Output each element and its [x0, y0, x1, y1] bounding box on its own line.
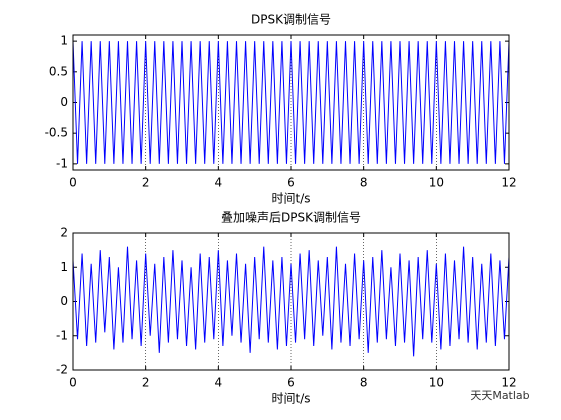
chart-title: 叠加噪声后DPSK调制信号 — [221, 211, 361, 225]
y-tick-label: -1 — [56, 328, 68, 342]
y-tick-label: 0.5 — [49, 64, 68, 78]
x-tick-label: 6 — [287, 376, 295, 390]
axes-box — [72, 34, 510, 171]
watermark: 天天Matlab — [470, 389, 529, 402]
y-tick-label: 0 — [60, 95, 68, 109]
signal-line — [72, 41, 510, 164]
x-tick-label: 10 — [429, 176, 444, 190]
x-tick-label: 12 — [501, 376, 516, 390]
x-tick-label: 6 — [287, 176, 295, 190]
y-tick-label: 1 — [60, 260, 68, 274]
x-tick-label: 2 — [142, 376, 150, 390]
y-tick-label: -2 — [56, 363, 68, 377]
axes-box — [72, 232, 510, 371]
x-tick-label: 12 — [501, 176, 516, 190]
y-tick-label: 2 — [60, 226, 68, 240]
y-tick-label: -0.5 — [45, 126, 68, 140]
x-tick-label: 8 — [360, 376, 368, 390]
signal-line — [72, 246, 510, 357]
x-tick-label: 4 — [215, 376, 223, 390]
y-tick-label: -1 — [56, 156, 68, 170]
x-tick-label: 4 — [215, 176, 223, 190]
x-tick-label: 0 — [69, 376, 77, 390]
x-axis-label: 时间t/s — [271, 392, 310, 406]
x-tick-label: 8 — [360, 176, 368, 190]
y-tick-label: 0 — [60, 294, 68, 308]
chart-title: DPSK调制信号 — [251, 13, 331, 27]
x-tick-label: 2 — [142, 176, 150, 190]
y-tick-label: 1 — [60, 34, 68, 48]
x-tick-label: 0 — [69, 176, 77, 190]
x-axis-label: 时间t/s — [271, 192, 310, 206]
x-tick-label: 10 — [429, 376, 444, 390]
plot-area — [73, 35, 509, 170]
